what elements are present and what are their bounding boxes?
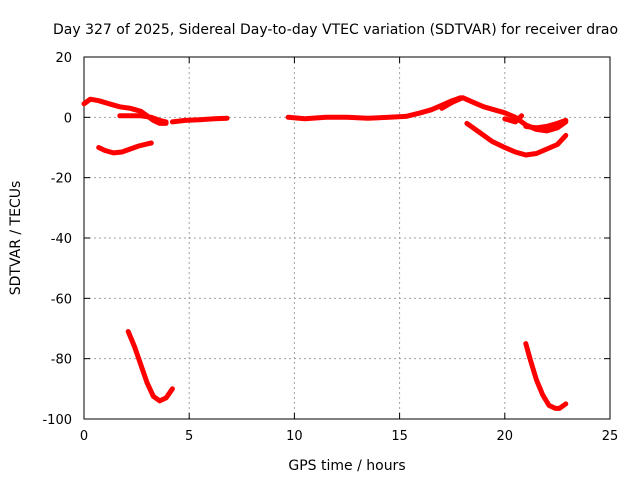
series-s3	[169, 115, 230, 125]
x-tick-label: 0	[80, 429, 88, 444]
series-s8	[523, 117, 569, 131]
x-tick-label: 10	[286, 429, 303, 444]
y-tick-label: -80	[51, 353, 72, 368]
series-s9	[464, 120, 569, 158]
series-s6	[439, 95, 569, 134]
y-axis-label: SDTVAR / TECUs	[8, 181, 24, 296]
y-tick-label: -40	[51, 232, 72, 247]
series-s5	[285, 95, 464, 122]
series-s7	[502, 113, 525, 125]
y-tick-label: -20	[51, 172, 72, 187]
x-axis: 0 5 10 15 20 25	[80, 57, 618, 444]
x-axis-label: GPS time / hours	[288, 458, 405, 474]
series-s4	[96, 140, 154, 156]
y-axis: -100 -80 -60 -40 -20 0 20	[42, 51, 610, 428]
series-s10	[125, 329, 175, 404]
x-tick-label: 15	[391, 429, 408, 444]
x-tick-label: 5	[185, 429, 193, 444]
y-tick-label: -100	[42, 413, 72, 428]
y-tick-label: -60	[51, 292, 72, 307]
x-tick-label: 20	[497, 429, 514, 444]
series-s2	[117, 113, 169, 125]
x-tick-label: 25	[602, 429, 619, 444]
y-tick-label: 20	[55, 51, 72, 66]
series-s11	[523, 341, 569, 411]
data-series	[81, 95, 569, 411]
chart-title: Day 327 of 2025, Sidereal Day-to-day VTE…	[53, 22, 618, 38]
y-tick-label: 0	[64, 111, 72, 126]
